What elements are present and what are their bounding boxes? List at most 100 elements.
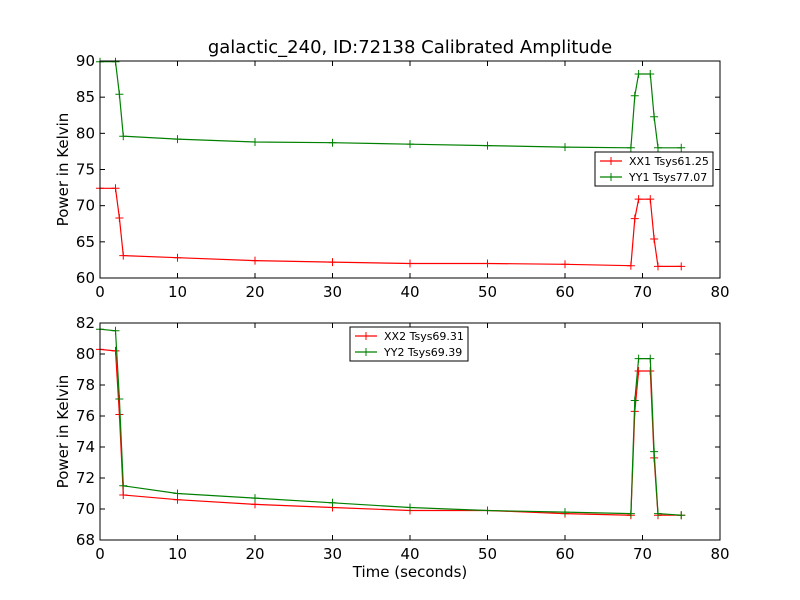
- x-tick-label: 10: [168, 545, 187, 563]
- data-point-marker: [111, 346, 120, 355]
- data-point-marker: [677, 262, 686, 271]
- data-point-marker: [677, 143, 686, 152]
- y-tick-label: 72: [76, 469, 95, 487]
- data-point-marker: [111, 57, 120, 66]
- data-point-marker: [173, 135, 182, 144]
- data-point-marker: [483, 506, 492, 515]
- data-point-marker: [561, 508, 569, 517]
- x-tick-label: 80: [710, 545, 729, 563]
- data-point-marker: [115, 213, 124, 222]
- y-axis-label: Power in Kelvin: [54, 375, 72, 489]
- y-tick-label: 82: [76, 314, 95, 332]
- legend-label: XX2 Tsys69.31: [384, 330, 464, 343]
- data-point-marker: [111, 326, 120, 335]
- data-point-marker: [173, 489, 182, 498]
- data-point-marker: [646, 70, 655, 79]
- data-point-marker: [654, 262, 662, 271]
- data-point-marker: [630, 214, 639, 223]
- legend-marker: [362, 332, 370, 340]
- data-point-marker: [677, 511, 686, 520]
- x-tick-label: 40: [400, 283, 419, 301]
- data-point-marker: [646, 354, 655, 363]
- data-point-marker: [328, 138, 337, 147]
- x-tick-label: 80: [710, 283, 729, 301]
- legend-label: YY1 Tsys77.07: [628, 171, 707, 184]
- x-tick-label: 60: [555, 283, 574, 301]
- x-tick-label: 20: [245, 545, 264, 563]
- legend-box: [349, 326, 469, 362]
- data-point-marker: [119, 491, 128, 500]
- x-tick-label: 20: [245, 283, 264, 301]
- data-point-marker: [561, 260, 569, 269]
- data-point-marker: [115, 394, 124, 403]
- data-point-marker: [328, 258, 337, 267]
- x-tick-label: 30: [323, 545, 342, 563]
- data-point-marker: [561, 143, 569, 152]
- y-tick-label: 80: [76, 124, 95, 142]
- x-tick-label: 30: [323, 283, 342, 301]
- legend-marker: [607, 173, 615, 181]
- top-plot: 0 10 20 30 40 50 60 70 80 60 65 70 75 80 85 90 Power in …: [54, 52, 730, 301]
- y-tick-label: 78: [76, 376, 95, 394]
- data-point-marker: [173, 253, 182, 262]
- x-tick-label: 0: [95, 283, 105, 301]
- x-tick-label: 10: [168, 283, 187, 301]
- legend: XX1 Tsys61.25 YY1 Tsys77.07: [594, 151, 714, 187]
- y-tick-label: 70: [76, 197, 95, 215]
- y-tick-label: 74: [76, 438, 95, 456]
- x-tick-label: 60: [555, 545, 574, 563]
- data-point-marker: [626, 509, 635, 518]
- data-point-marker: [406, 140, 414, 149]
- y-tick-label: 85: [76, 88, 95, 106]
- data-point-marker: [406, 259, 414, 268]
- data-point-marker: [646, 195, 655, 204]
- legend-label: XX1 Tsys61.25: [629, 155, 709, 168]
- y-tick-label: 65: [76, 233, 95, 251]
- data-point-marker: [119, 251, 128, 260]
- data-point-marker: [630, 396, 639, 405]
- legend-marker: [607, 157, 615, 165]
- data-point-marker: [654, 509, 662, 518]
- data-point-marker: [251, 494, 259, 503]
- figure-title: galactic_240, ID:72138 Calibrated Amplit…: [208, 37, 612, 58]
- data-point-marker: [111, 184, 120, 193]
- x-tick-label: 50: [478, 283, 497, 301]
- x-tick-label: 70: [633, 545, 652, 563]
- data-point-marker: [328, 498, 337, 507]
- y-tick-label: 76: [76, 407, 95, 425]
- data-point-marker: [483, 141, 492, 150]
- legend-marker: [362, 348, 370, 356]
- data-point-marker: [626, 261, 635, 270]
- y-tick-label: 60: [76, 269, 95, 287]
- bottom-plot: 0 10 20 30 40 50 60 70 80 68 70 72 74 76 78 80 82 Power i…: [54, 314, 730, 581]
- x-tick-label: 50: [478, 545, 497, 563]
- data-point-marker: [626, 143, 635, 152]
- data-point-marker: [650, 234, 659, 243]
- legend-box: [594, 151, 714, 187]
- data-point-marker: [251, 256, 259, 265]
- data-point-marker: [406, 503, 414, 512]
- data-point-marker: [115, 90, 124, 99]
- data-point-marker: [634, 367, 643, 376]
- data-point-marker: [634, 70, 643, 79]
- y-tick-label: 90: [76, 52, 95, 70]
- data-point-marker: [251, 138, 259, 147]
- data-point-marker: [654, 143, 662, 152]
- data-point-marker: [650, 447, 659, 456]
- x-tick-label: 0: [95, 545, 105, 563]
- plot-frame: [99, 60, 721, 279]
- data-point-marker: [650, 112, 659, 121]
- x-tick-label: 40: [400, 545, 419, 563]
- data-point-marker: [119, 481, 128, 490]
- data-point-marker: [634, 195, 643, 204]
- data-point-marker: [634, 354, 643, 363]
- plot-frame: [99, 322, 721, 541]
- y-tick-label: 75: [76, 161, 95, 179]
- y-axis-label: Power in Kelvin: [54, 113, 72, 227]
- x-axis-label: Time (seconds): [352, 563, 468, 581]
- legend: XX2 Tsys69.31 YY2 Tsys69.39: [349, 326, 469, 362]
- x-tick-label: 70: [633, 283, 652, 301]
- legend-label: YY2 Tsys69.39: [383, 346, 462, 359]
- data-point-marker: [630, 91, 639, 100]
